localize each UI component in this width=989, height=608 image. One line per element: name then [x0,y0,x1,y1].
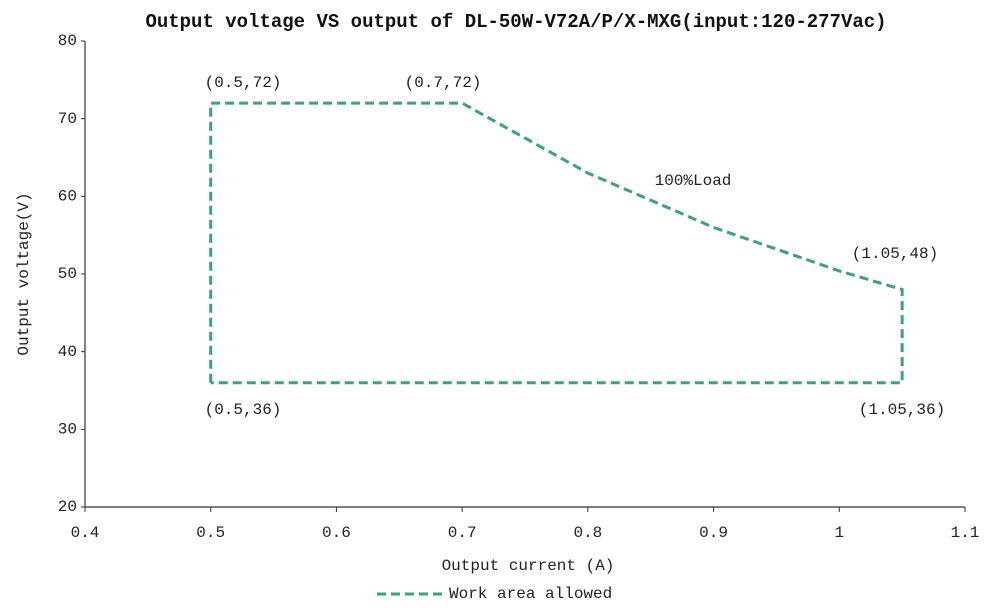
annotation: (1.05,36) [859,401,945,419]
y-axis-label: Output voltage(V) [15,192,33,355]
y-tick-label: 80 [58,32,77,50]
x-tick-label: 0.8 [573,524,602,542]
y-tick-label: 50 [58,265,77,283]
y-tick-label: 70 [58,110,77,128]
x-tick-label: 0.5 [196,524,225,542]
annotation: (1.05,48) [852,245,938,263]
y-tick-label: 40 [58,343,77,361]
annotation: 100%Load [655,172,732,190]
annotation: (0.5,36) [205,401,282,419]
x-tick-label: 0.6 [322,524,351,542]
legend-label: Work area allowed [449,585,612,603]
x-axis-label: Output current (A) [442,557,615,575]
y-tick-label: 30 [58,421,77,439]
x-tick-label: 0.9 [699,524,728,542]
annotation: (0.7,72) [405,74,482,92]
x-tick-label: 1 [834,524,844,542]
y-tick-label: 20 [58,498,77,516]
series-line [209,101,904,385]
x-tick-label: 1.1 [951,524,980,542]
x-tick-label: 0.7 [448,524,477,542]
chart-title: Output voltage VS output of DL-50W-V72A/… [145,11,886,33]
annotation: (0.5,72) [205,74,282,92]
x-tick-label: 0.4 [71,524,100,542]
y-tick-label: 60 [58,188,77,206]
